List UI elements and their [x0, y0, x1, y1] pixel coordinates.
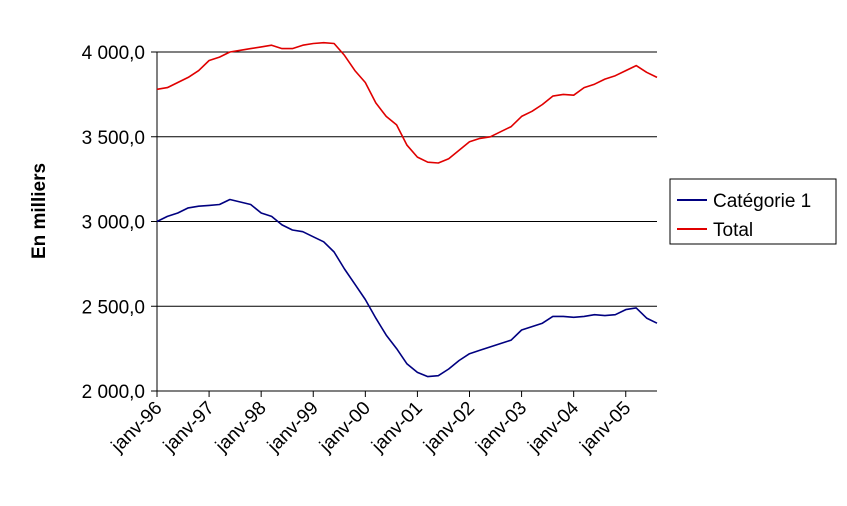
x-tick-label-0: janv-96 — [107, 398, 167, 458]
x-tick-label-8: janv-04 — [524, 397, 584, 457]
x-tick-label-5: janv-01 — [367, 398, 427, 458]
y-tick-label-0: 2 000,0 — [82, 382, 145, 403]
grid-layer — [157, 51, 657, 307]
x-tick-label-3: janv-99 — [263, 398, 323, 458]
x-tick-label-6: janv-02 — [419, 398, 479, 458]
legend-box — [669, 178, 837, 245]
plot-area — [157, 31, 657, 391]
x-tick-label-7: janv-03 — [471, 398, 531, 458]
series-layer — [156, 41, 658, 378]
y-tick-label-4: 4 000,0 — [82, 43, 145, 64]
axes-layer — [151, 51, 657, 397]
x-tick-label-1: janv-97 — [159, 398, 219, 458]
y-tick-label-3: 3 500,0 — [82, 128, 145, 149]
y-tick-label-1: 2 500,0 — [82, 297, 145, 318]
y-tick-labels: 2 000,0 2 500,0 3 000,0 3 500,0 4 000,0 — [82, 43, 145, 403]
y-axis-title: En milliers — [29, 163, 50, 259]
series-line-1 — [156, 41, 658, 164]
legend-label-1: Total — [713, 220, 753, 241]
x-tick-label-9: janv-05 — [576, 398, 636, 458]
legend-label-0: Catégorie 1 — [713, 191, 811, 212]
x-tick-label-2: janv-98 — [211, 398, 271, 458]
legend-items: Catégorie 1 Total — [677, 191, 811, 241]
y-tick-label-2: 3 000,0 — [82, 213, 145, 234]
x-tick-labels: janv-96janv-97janv-98janv-99janv-00janv-… — [107, 397, 635, 457]
legend: Catégorie 1 Total — [669, 178, 837, 245]
x-tick-label-4: janv-00 — [315, 398, 375, 458]
series-line-0 — [156, 198, 658, 378]
